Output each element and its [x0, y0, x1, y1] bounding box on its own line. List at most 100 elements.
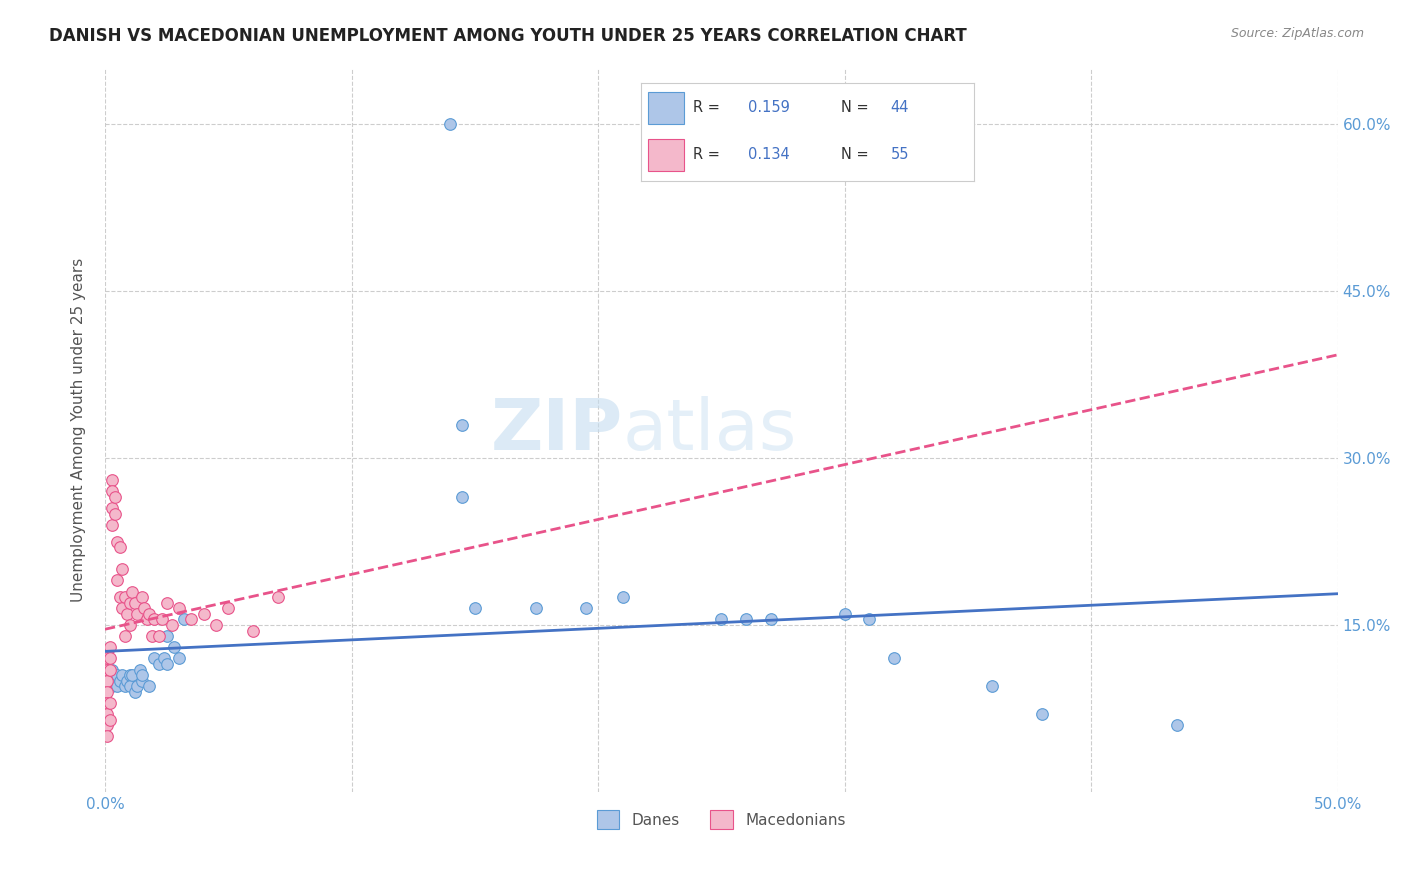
Point	[98, 713, 121, 727]
Point	[710, 612, 733, 626]
Point	[858, 612, 880, 626]
Point	[205, 618, 228, 632]
Point	[96, 685, 118, 699]
Point	[167, 651, 190, 665]
Point	[148, 657, 170, 671]
Point	[105, 679, 128, 693]
Point	[94, 690, 117, 705]
Point	[94, 701, 117, 715]
Point	[101, 517, 124, 532]
Point	[124, 596, 146, 610]
Point	[94, 679, 117, 693]
Point	[180, 612, 202, 626]
Point	[128, 663, 150, 677]
Text: atlas: atlas	[623, 396, 797, 465]
Point	[156, 596, 179, 610]
Point	[105, 534, 128, 549]
Point	[111, 601, 134, 615]
Point	[118, 668, 141, 682]
Point	[163, 640, 186, 655]
Point	[124, 685, 146, 699]
Point	[1031, 707, 1053, 722]
Point	[101, 501, 124, 516]
Point	[143, 651, 166, 665]
Point	[118, 618, 141, 632]
Legend: Danes, Macedonians: Danes, Macedonians	[591, 804, 852, 835]
Point	[156, 657, 179, 671]
Point	[981, 679, 1004, 693]
Point	[104, 507, 127, 521]
Point	[121, 584, 143, 599]
Point	[193, 607, 215, 621]
Point	[173, 612, 195, 626]
Point	[526, 601, 548, 615]
Point	[98, 651, 121, 665]
Point	[96, 696, 118, 710]
Point	[153, 651, 176, 665]
Point	[96, 729, 118, 743]
Point	[118, 679, 141, 693]
Point	[131, 673, 153, 688]
Point	[141, 629, 163, 643]
Point	[115, 673, 138, 688]
Text: ZIP: ZIP	[491, 396, 623, 465]
Point	[101, 473, 124, 487]
Point	[148, 629, 170, 643]
Point	[115, 607, 138, 621]
Point	[118, 596, 141, 610]
Point	[101, 663, 124, 677]
Text: DANISH VS MACEDONIAN UNEMPLOYMENT AMONG YOUTH UNDER 25 YEARS CORRELATION CHART: DANISH VS MACEDONIAN UNEMPLOYMENT AMONG …	[49, 27, 967, 45]
Point	[451, 490, 474, 504]
Point	[96, 673, 118, 688]
Point	[114, 590, 136, 604]
Point	[108, 673, 131, 688]
Point	[96, 673, 118, 688]
Point	[104, 490, 127, 504]
Point	[150, 612, 173, 626]
Point	[96, 663, 118, 677]
Point	[1166, 718, 1188, 732]
Point	[104, 673, 127, 688]
Point	[114, 679, 136, 693]
Point	[98, 640, 121, 655]
Point	[134, 601, 156, 615]
Point	[125, 607, 148, 621]
Point	[759, 612, 782, 626]
Point	[96, 707, 118, 722]
Point	[108, 590, 131, 604]
Point	[156, 629, 179, 643]
Point	[96, 651, 118, 665]
Point	[121, 668, 143, 682]
Point	[108, 540, 131, 554]
Point	[464, 601, 486, 615]
Point	[96, 718, 118, 732]
Point	[138, 679, 160, 693]
Point	[217, 601, 239, 615]
Point	[125, 679, 148, 693]
Point	[94, 657, 117, 671]
Point	[167, 601, 190, 615]
Point	[101, 679, 124, 693]
Point	[101, 484, 124, 499]
Point	[612, 590, 634, 604]
Point	[111, 668, 134, 682]
Point	[575, 601, 598, 615]
Point	[242, 624, 264, 638]
Point	[98, 696, 121, 710]
Point	[131, 668, 153, 682]
Point	[138, 607, 160, 621]
Point	[98, 663, 121, 677]
Point	[266, 590, 288, 604]
Point	[98, 668, 121, 682]
Point	[111, 562, 134, 576]
Point	[160, 618, 183, 632]
Point	[451, 417, 474, 432]
Point	[143, 612, 166, 626]
Point	[883, 651, 905, 665]
Point	[105, 574, 128, 588]
Text: Source: ZipAtlas.com: Source: ZipAtlas.com	[1230, 27, 1364, 40]
Point	[94, 668, 117, 682]
Point	[114, 629, 136, 643]
Point	[105, 668, 128, 682]
Point	[135, 612, 157, 626]
